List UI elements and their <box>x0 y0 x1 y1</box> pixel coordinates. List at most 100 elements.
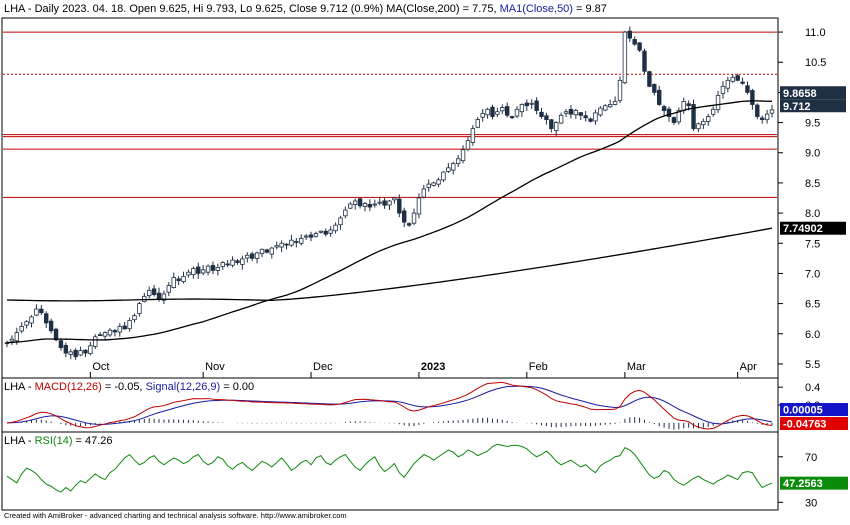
macd-header-ticker: LHA <box>4 381 26 393</box>
price-panel-frame <box>1 17 779 379</box>
candle-body-49 <box>245 254 250 259</box>
candle-body-115 <box>568 108 574 115</box>
candle-body-136 <box>671 117 677 123</box>
candle-body-10 <box>53 328 59 341</box>
rsi-badge-0 <box>780 476 848 490</box>
candle-body-75 <box>372 203 377 206</box>
candle-body-151 <box>745 85 750 93</box>
candle-body-87 <box>431 182 436 186</box>
candle-body-48 <box>240 258 245 265</box>
candle-body-44 <box>220 262 225 267</box>
price-badge-2 <box>780 221 846 235</box>
candle-body-85 <box>421 188 427 198</box>
candle-body-38 <box>191 268 196 275</box>
candle-body-95 <box>470 128 476 143</box>
candle-body-109 <box>539 111 544 117</box>
candle-body-108 <box>534 100 539 111</box>
candle-body-61 <box>303 235 309 238</box>
price-header-ma50-label: MA1(Close,50) <box>500 3 573 15</box>
macd-histogram <box>11 417 773 430</box>
candle-body-132 <box>652 84 657 93</box>
candle-body-67 <box>333 224 338 232</box>
candle-body-120 <box>593 112 598 122</box>
candle-body-45 <box>225 263 230 266</box>
candle-body-152 <box>750 90 755 105</box>
macd-line <box>6 381 773 430</box>
candle-body-13 <box>68 351 73 355</box>
candle-body-24 <box>122 325 127 330</box>
candle-body-11 <box>58 340 64 349</box>
candle-body-25 <box>127 320 132 330</box>
candle-body-74 <box>367 204 373 208</box>
rsi-y-tick-label-1: 30 <box>805 497 817 509</box>
candle-body-156 <box>769 109 775 114</box>
candle-body-84 <box>416 197 422 215</box>
candle-body-98 <box>485 108 490 116</box>
candle-body-94 <box>465 140 471 150</box>
candle-body-129 <box>637 42 642 51</box>
candle-body-130 <box>642 50 647 72</box>
x-tick-label-1: Nov <box>205 361 225 373</box>
candle-body-69 <box>343 209 348 217</box>
candles <box>4 26 775 360</box>
candle-body-19 <box>97 334 103 337</box>
candle-body-0 <box>4 342 10 345</box>
candle-body-72 <box>357 198 363 207</box>
candle-body-40 <box>200 269 206 274</box>
candle-body-43 <box>215 266 221 271</box>
candle-body-100 <box>495 111 500 115</box>
candle-body-106 <box>524 102 530 107</box>
candle-body-17 <box>88 345 93 354</box>
rsi-panel: 70 30 47.2563 <box>6 443 848 509</box>
y-tick-label-7: 9.0 <box>805 148 820 160</box>
macd-header-macd-label: MACD(12,26) <box>35 381 102 393</box>
candle-body-126 <box>622 31 628 84</box>
price-header-ticker: LHA <box>4 3 26 15</box>
candle-body-76 <box>377 201 382 204</box>
macd-badge-text-0: 0.00005 <box>783 405 823 417</box>
price-badge-text-0: 9.8658 <box>783 88 817 100</box>
x-tick-label-5: Mar <box>627 361 646 373</box>
y-tick-label-11: 11.0 <box>805 27 826 39</box>
candle-body-150 <box>740 81 745 84</box>
rsi-line <box>6 443 773 493</box>
macd-header-sep: - <box>25 381 35 393</box>
candle-body-110 <box>544 115 549 120</box>
candle-body-8 <box>44 313 49 324</box>
candle-body-133 <box>657 89 662 105</box>
x-tick-label-3: 2023 <box>421 361 445 373</box>
price-badge-0 <box>780 86 846 100</box>
x-tick-label-0: Oct <box>92 361 109 373</box>
candle-body-22 <box>112 330 118 333</box>
candle-body-104 <box>514 108 520 117</box>
candle-body-101 <box>500 107 505 112</box>
rsi-panel-frame <box>1 431 779 511</box>
candle-body-15 <box>78 350 83 356</box>
candle-body-50 <box>249 253 255 259</box>
macd-badge-0 <box>780 403 848 416</box>
candle-body-65 <box>323 230 328 235</box>
candle-body-128 <box>632 39 637 45</box>
candle-body-29 <box>147 289 152 297</box>
candle-body-127 <box>627 30 632 39</box>
candle-body-36 <box>181 276 186 282</box>
candle-body-142 <box>701 120 706 126</box>
candle-body-105 <box>519 104 525 113</box>
candle-body-123 <box>607 104 613 108</box>
candle-body-35 <box>176 278 181 282</box>
candle-body-63 <box>313 233 319 237</box>
candle-body-89 <box>441 171 446 181</box>
rsi-header-label: RSI(14) <box>35 435 73 447</box>
candle-body-56 <box>279 242 284 248</box>
candle-body-107 <box>529 102 534 105</box>
candle-body-12 <box>63 344 69 354</box>
candle-body-7 <box>39 308 44 314</box>
candle-body-102 <box>504 106 510 116</box>
price-badge-1 <box>780 99 846 113</box>
candle-body-60 <box>299 238 304 244</box>
price-badge-text-2: 7.74902 <box>783 223 823 235</box>
candle-body-125 <box>617 79 623 101</box>
ma200-line <box>6 227 773 302</box>
